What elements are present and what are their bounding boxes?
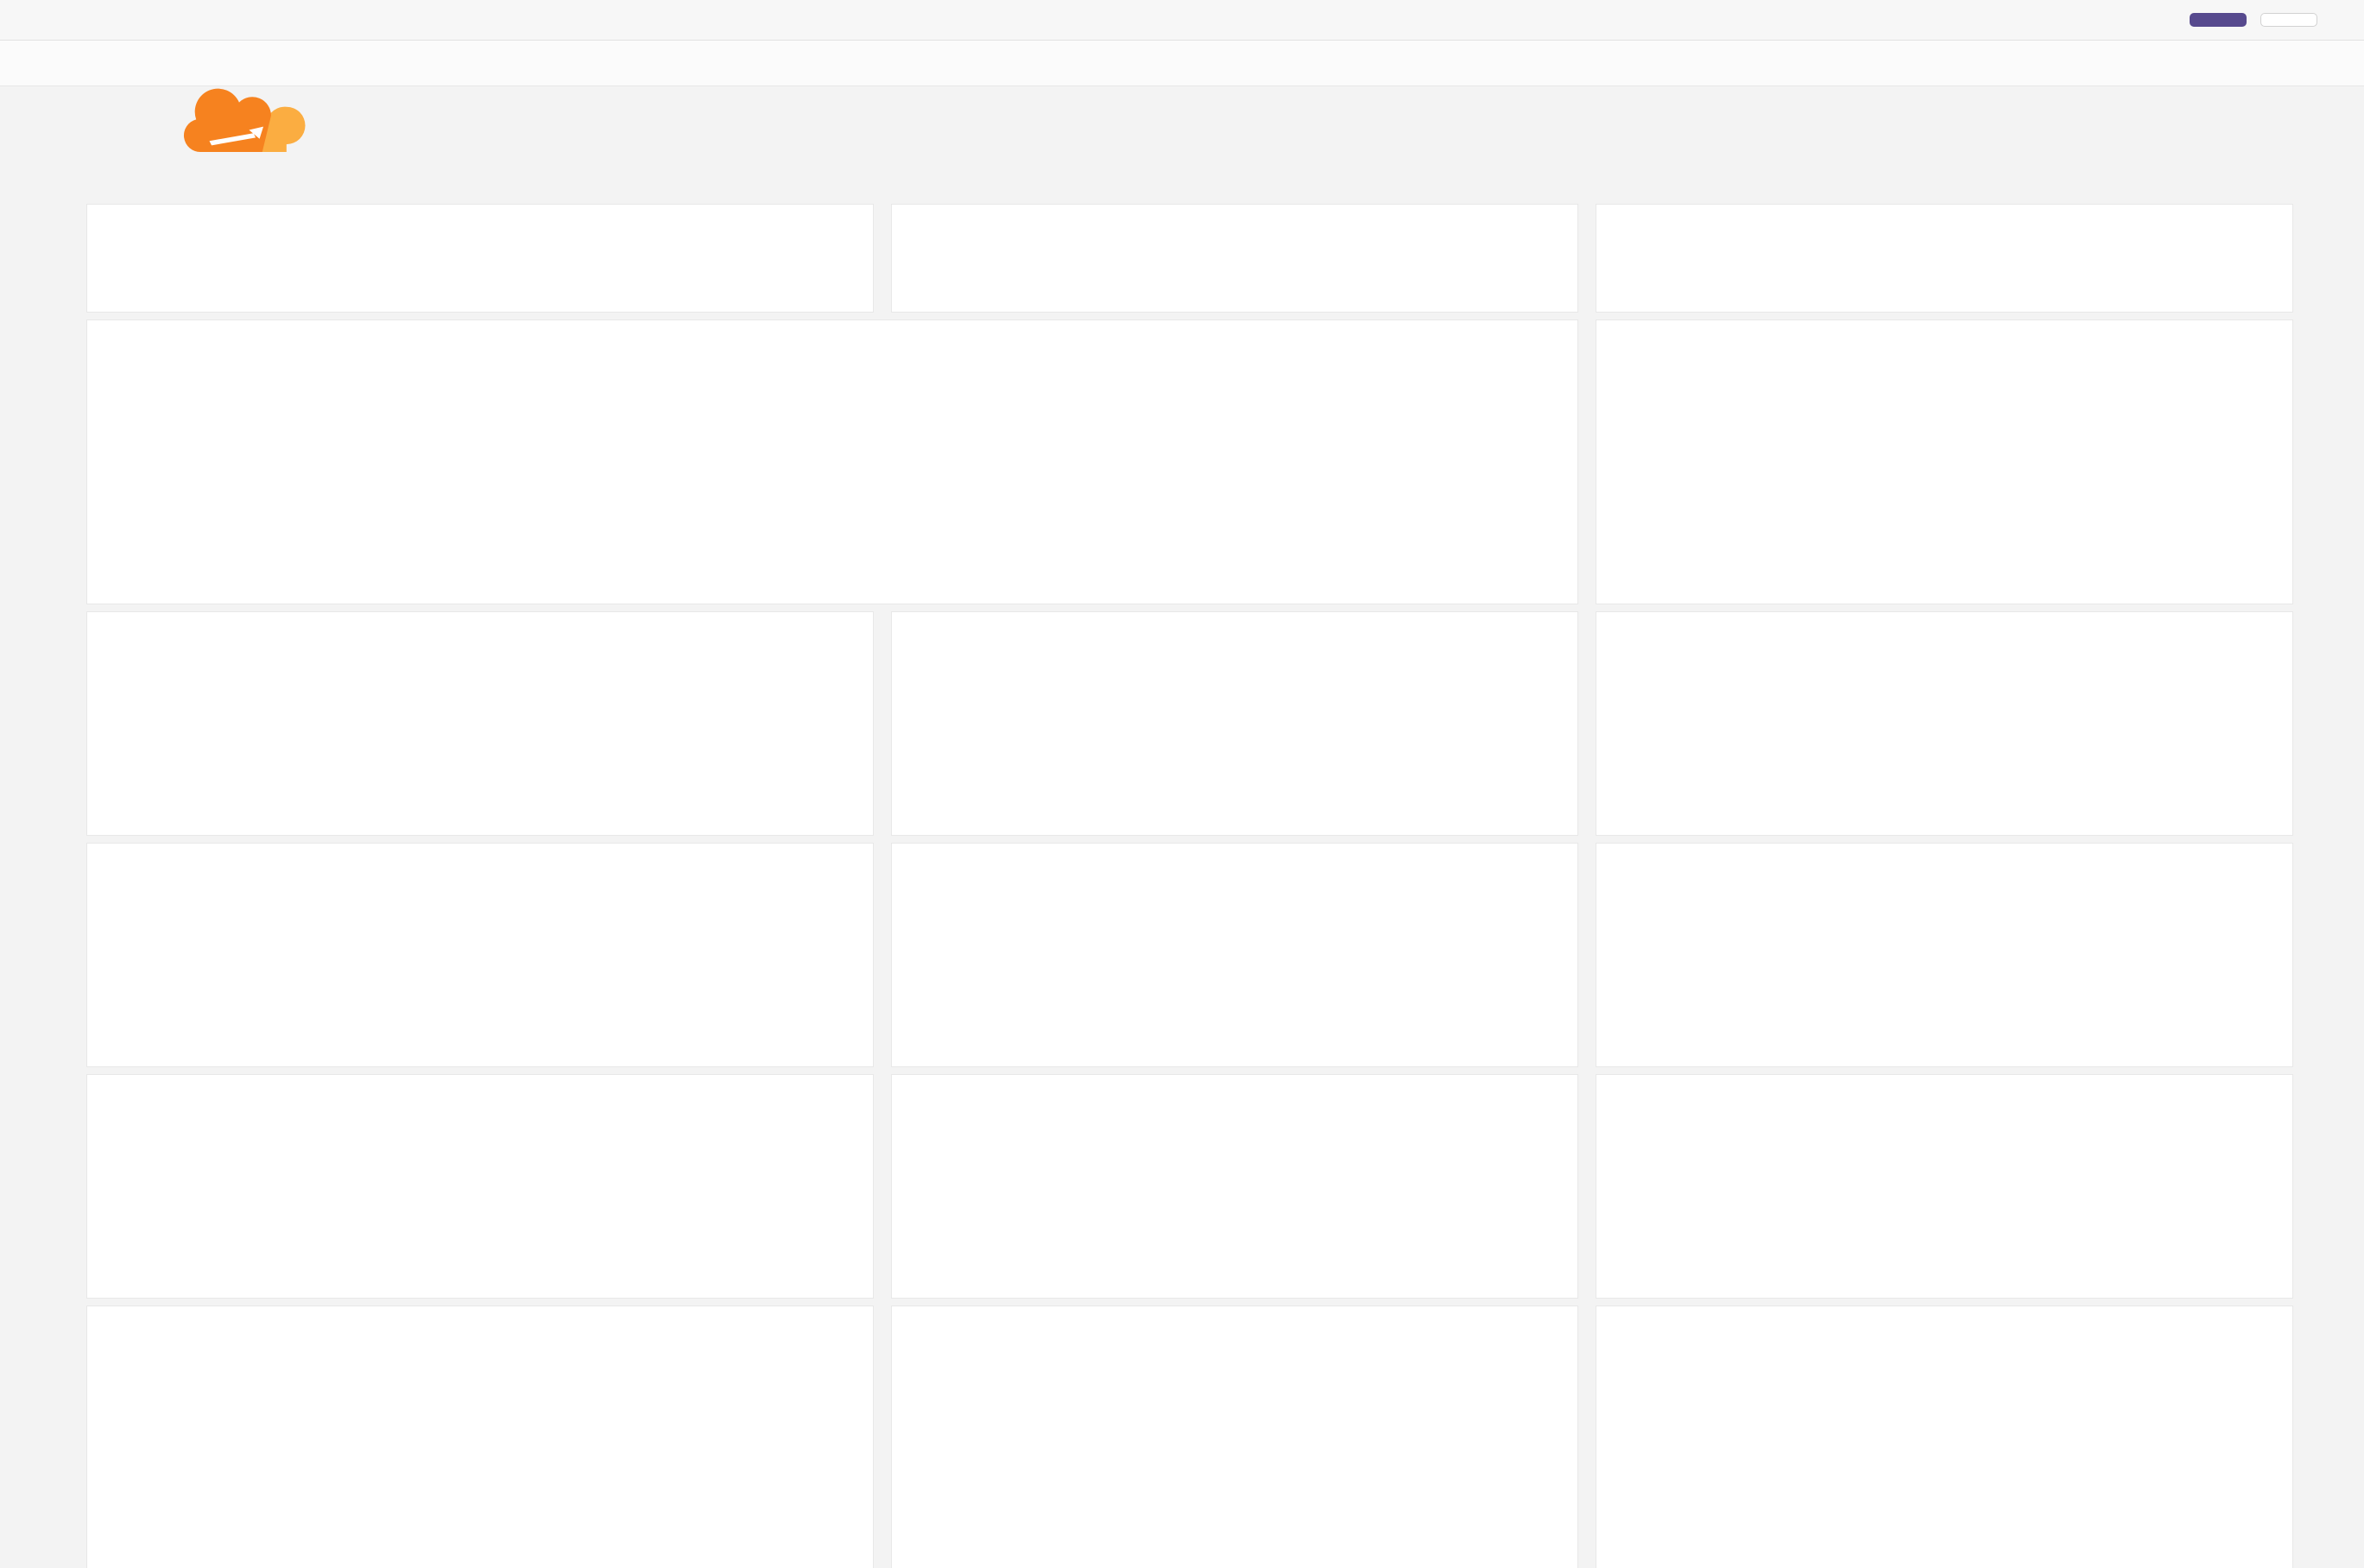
table-title <box>1596 1306 2292 1318</box>
card-top-false-bots-referer <box>891 1306 1578 1568</box>
top-bar <box>0 0 2364 41</box>
card-top-ips <box>86 611 874 836</box>
card-top-false-bot-uris <box>891 843 1578 1067</box>
kpi-total-requests <box>86 204 874 313</box>
card-top-false-bots-user-agents <box>891 1074 1578 1299</box>
table-title <box>892 612 1577 624</box>
card-top-referer <box>86 1306 874 1568</box>
table-title <box>1596 1075 2292 1087</box>
viz-row <box>0 319 2364 604</box>
table-title <box>892 1306 1577 1318</box>
card-top-uris <box>86 843 874 1067</box>
tables-row-uris <box>0 843 2364 1067</box>
tables-row-user-agents <box>0 1074 2364 1299</box>
card-top-bad-bots-user-agents <box>1596 1074 2293 1299</box>
table-title <box>87 1306 873 1318</box>
card-timeseries-chart <box>86 319 1578 604</box>
kpi-bad-bots <box>1596 204 2293 313</box>
tables-row-referers <box>0 1306 2364 1568</box>
card-gauge <box>1596 319 2293 604</box>
run-button[interactable] <box>2190 13 2247 27</box>
table-title <box>892 844 1577 856</box>
gauge-title <box>1596 320 2292 332</box>
card-top-bad-bots-uris <box>1596 843 2293 1067</box>
card-top-bad-bots-ips <box>1596 611 2293 836</box>
cloudflare-logo <box>76 88 325 154</box>
brand-row <box>0 86 2364 204</box>
kpi-row <box>0 204 2364 313</box>
chart-title <box>87 320 1577 332</box>
card-top-false-bots-ips <box>891 611 1578 836</box>
table-title <box>1596 844 2292 856</box>
card-top-bad-bots-referer <box>1596 1306 2293 1568</box>
table-title <box>892 1075 1577 1087</box>
tables-row-ips <box>0 611 2364 836</box>
table-title <box>87 1075 873 1087</box>
kpi-false-detected-bots <box>891 204 1578 313</box>
filter-bar <box>0 41 2364 86</box>
edit-button[interactable] <box>2260 13 2317 27</box>
card-top-user-agents <box>86 1074 874 1299</box>
table-title <box>87 844 873 856</box>
table-title <box>1596 612 2292 624</box>
table-title <box>87 612 873 624</box>
section-titles <box>0 86 2364 131</box>
cloudflare-cloud-icon <box>183 88 306 152</box>
